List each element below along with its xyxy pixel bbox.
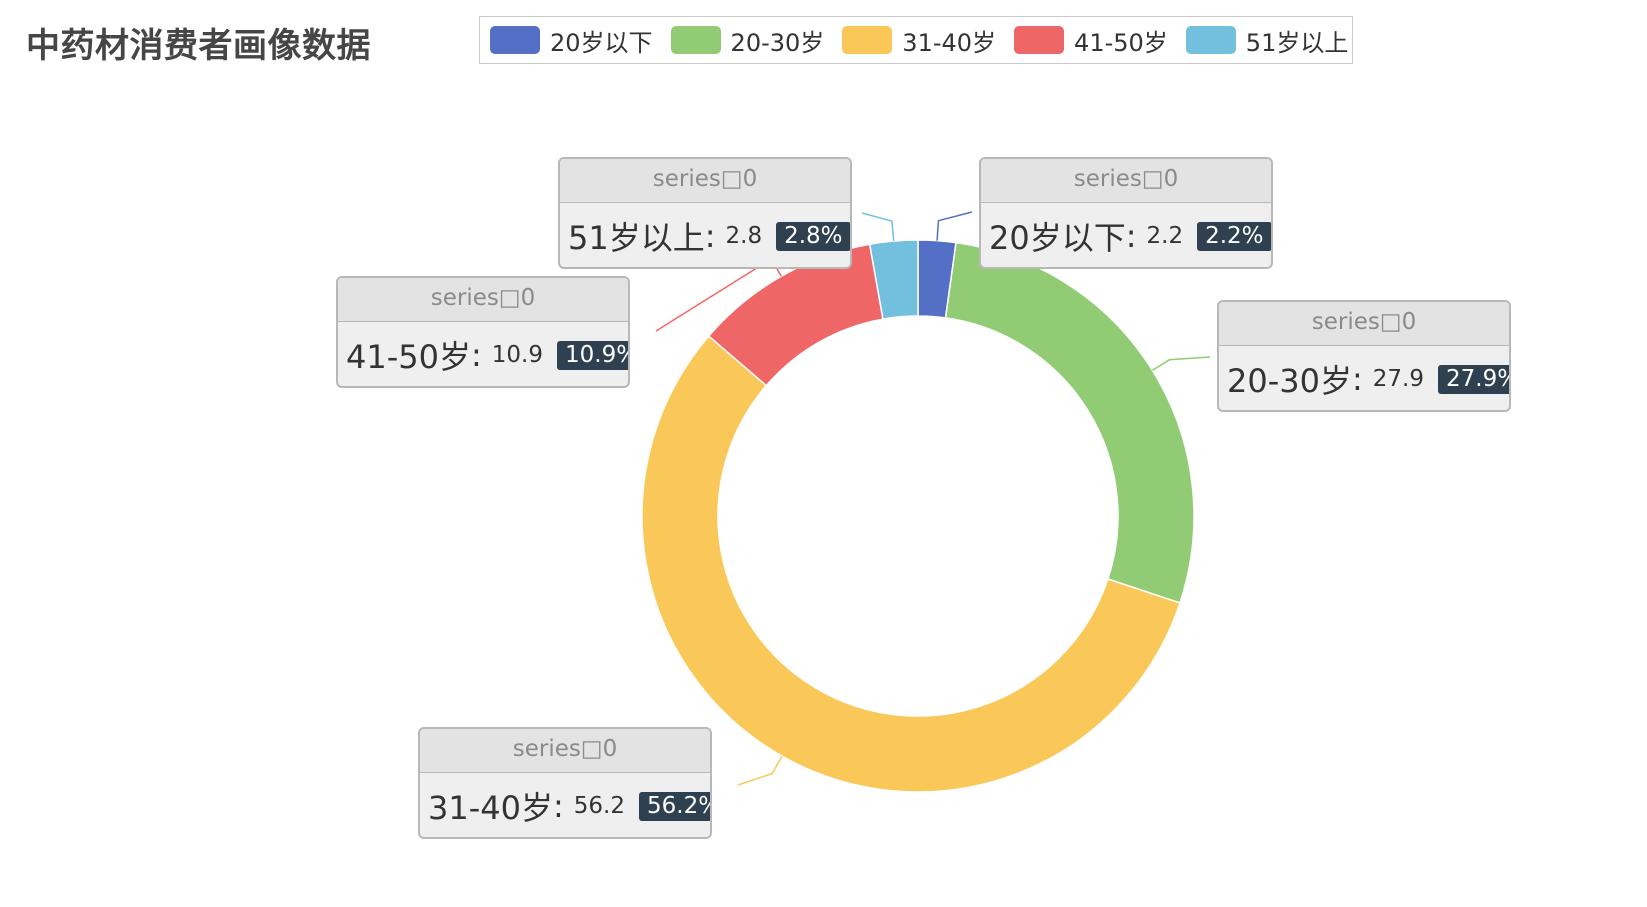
callout-percent-badge: 27.9% — [1438, 364, 1509, 394]
callout-series-name: series□0 — [420, 729, 710, 773]
callout-value: 27.9 — [1372, 366, 1424, 392]
donut-slice-20-30[interactable] — [944, 241, 1195, 604]
callout-percent-badge: 2.2% — [1197, 221, 1271, 251]
legend-label: 31-40岁 — [902, 28, 997, 57]
legend: 20岁以下 20-30岁 31-40岁 41-50岁 51岁以上 — [479, 16, 1353, 64]
callout-41-50: series□0 41-50岁: 10.9 10.9% — [336, 276, 630, 388]
legend-item-41-50[interactable]: 41-50岁 — [1014, 23, 1168, 58]
donut-slice-over-51[interactable] — [868, 239, 919, 320]
callout-category: 31-40岁 — [428, 789, 553, 827]
callout-series-name: series□0 — [981, 159, 1271, 203]
legend-item-under-20[interactable]: 20岁以下 — [490, 23, 653, 58]
legend-swatch-20-30 — [670, 26, 721, 54]
callout-value: 56.2 — [573, 793, 625, 819]
callout-percent-badge: 10.9% — [557, 340, 628, 370]
callout-value: 2.8 — [725, 223, 763, 249]
leader-line-over-51 — [861, 212, 895, 242]
legend-item-20-30[interactable]: 20-30岁 — [670, 23, 825, 58]
callout-series-name: series□0 — [338, 278, 628, 322]
callout-category: 41-50岁 — [346, 338, 471, 376]
callout-category: 51岁以上 — [568, 219, 705, 257]
legend-swatch-over-51 — [1185, 26, 1236, 54]
legend-item-over-51[interactable]: 51岁以上 — [1185, 23, 1349, 58]
callout-series-name: series□0 — [560, 159, 850, 203]
leader-line-31-40 — [737, 755, 783, 786]
callout-series-name: series□0 — [1219, 302, 1509, 346]
legend-label: 20岁以下 — [550, 28, 653, 57]
legend-swatch-41-50 — [1014, 26, 1065, 54]
callout-value: 2.2 — [1146, 223, 1184, 249]
callout-over-51: series□0 51岁以上: 2.8 2.8% — [558, 157, 852, 269]
leader-line-20-30 — [1152, 356, 1211, 371]
leader-line-under-20 — [936, 211, 973, 241]
callout-percent-badge: 2.8% — [776, 221, 850, 251]
legend-item-31-40[interactable]: 31-40岁 — [842, 23, 996, 58]
callout-20-30: series□0 20-30岁: 27.9 27.9% — [1217, 300, 1511, 412]
donut-slice-31-40[interactable] — [641, 335, 1181, 793]
legend-label: 41-50岁 — [1074, 28, 1168, 57]
callout-category: 20-30岁 — [1227, 362, 1352, 400]
legend-label: 20-30岁 — [730, 28, 825, 57]
callout-percent-badge: 56.2% — [639, 791, 710, 821]
callout-31-40: series□0 31-40岁: 56.2 56.2% — [418, 727, 712, 839]
legend-swatch-31-40 — [842, 26, 893, 54]
legend-swatch-under-20 — [490, 26, 540, 54]
callout-value: 10.9 — [491, 342, 543, 368]
legend-label: 51岁以上 — [1245, 28, 1349, 57]
callout-under-20: series□0 20岁以下: 2.2 2.2% — [979, 157, 1273, 269]
chart-title: 中药材消费者画像数据 — [26, 26, 371, 66]
callout-category: 20岁以下 — [989, 219, 1126, 257]
